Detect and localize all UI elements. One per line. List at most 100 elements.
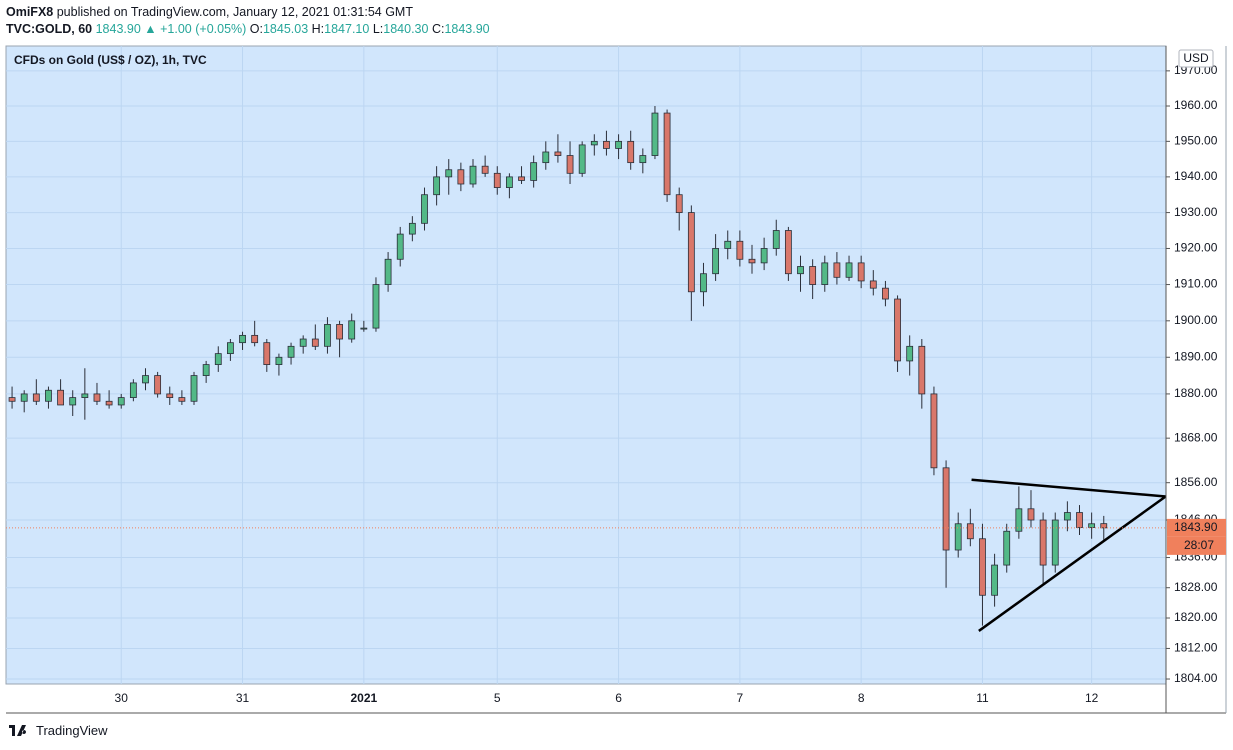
publish-line: OmiFX8 published on TradingView.com, Jan…	[6, 4, 490, 21]
candle-body	[396, 233, 404, 260]
candle-body	[142, 375, 149, 384]
candle-body	[857, 262, 865, 282]
candle-body	[821, 262, 829, 285]
currency-box	[1178, 49, 1214, 68]
candle-body	[700, 273, 707, 293]
candle-body	[1100, 523, 1108, 529]
candle-body	[736, 240, 744, 260]
candle-body	[469, 165, 477, 185]
x-tick-label: 5	[494, 691, 501, 705]
y-tick-label: 1890.00	[1174, 349, 1218, 363]
ohlc-label: O:	[249, 22, 263, 36]
candle-body	[348, 320, 356, 340]
candle-body	[178, 397, 186, 402]
axis: 1970.001960.001950.001940.001930.001920.…	[115, 63, 1218, 705]
candle-body	[979, 538, 986, 596]
candle-body	[566, 155, 574, 174]
candle-body	[578, 144, 586, 174]
candle-body	[20, 393, 28, 402]
x-tick-label: 7	[737, 691, 744, 705]
candle-body	[93, 393, 101, 402]
y-tick-label: 1910.00	[1174, 277, 1218, 291]
candle-body	[809, 266, 817, 285]
candle-body	[869, 280, 877, 289]
logo-icon	[9, 725, 27, 736]
candle-body	[202, 364, 210, 376]
candle-body	[833, 262, 841, 278]
plot-area	[5, 45, 1167, 685]
candle-body	[930, 393, 938, 469]
candle-body	[360, 327, 368, 330]
candle-body	[287, 345, 295, 358]
candle-body	[45, 389, 52, 402]
change: ▲ +1.00 (+0.05%)	[144, 22, 247, 36]
candle-body	[797, 266, 804, 275]
candle-body	[433, 176, 441, 196]
candle-body	[687, 212, 695, 293]
candle-body	[1015, 508, 1023, 532]
candle-body	[1003, 530, 1011, 566]
candle-body	[760, 248, 768, 264]
candle-body	[845, 262, 853, 278]
y-tick-label: 1868.00	[1174, 430, 1218, 444]
x-tick-label: 11	[976, 691, 989, 705]
countdown-label: 28:07	[1184, 538, 1214, 552]
x-tick-label: 12	[1085, 691, 1099, 705]
candle-body	[1051, 519, 1059, 566]
x-tick-label: 6	[615, 691, 622, 705]
candle-body	[8, 397, 16, 402]
candle-body	[1088, 523, 1096, 528]
candle-body	[724, 240, 732, 249]
candle-body	[324, 324, 331, 347]
candle-body	[239, 334, 246, 344]
trendline	[971, 478, 1166, 498]
candle-body	[748, 258, 756, 264]
candle-body	[1063, 512, 1071, 521]
candle-body	[784, 230, 792, 275]
candle-body	[639, 155, 647, 164]
candle-body	[493, 172, 501, 188]
candle-body	[627, 140, 635, 164]
last-price-box	[1167, 518, 1226, 537]
candle-body	[275, 356, 283, 365]
candle-body	[554, 151, 562, 156]
candle-body	[675, 194, 683, 213]
candle-body	[81, 393, 89, 399]
y-tick-label: 1880.00	[1174, 386, 1218, 400]
candle-body	[69, 397, 77, 406]
x-tick-label: 2021	[350, 691, 377, 705]
candle-body	[712, 248, 720, 275]
last-price-label: 1843.90	[1174, 520, 1218, 534]
y-tick-label: 1950.00	[1174, 134, 1218, 148]
candle-body	[154, 375, 162, 395]
candle-body	[457, 169, 465, 185]
x-tick-label: 30	[115, 691, 129, 705]
logo-shape	[9, 725, 27, 736]
y-tick-label: 1940.00	[1174, 169, 1218, 183]
publish-info: published on TradingView.com, January 12…	[56, 5, 413, 19]
ohlc-value: 1843.90	[444, 22, 490, 36]
candle-body	[651, 112, 659, 156]
currency-label: USD	[1183, 51, 1209, 65]
candle-body	[663, 112, 671, 196]
countdown-box	[1167, 536, 1226, 555]
y-tick-label: 1856.00	[1174, 475, 1218, 489]
overlays: 1843.90 28:07 USD	[1167, 49, 1226, 555]
quote-line: TVC:GOLD, 60 1843.90 ▲ +1.00 (+0.05%) O:…	[6, 21, 490, 38]
y-tick-label: 1828.00	[1174, 580, 1218, 594]
candle-body	[991, 564, 998, 596]
y-tick-label: 1960.00	[1174, 98, 1218, 112]
candle-body	[954, 523, 962, 551]
footer: TradingView	[8, 722, 108, 738]
header: OmiFX8 published on TradingView.com, Jan…	[6, 4, 490, 38]
candle-body	[882, 287, 889, 300]
candle-body	[445, 169, 453, 178]
candle-body	[942, 467, 950, 551]
y-tick-label: 1920.00	[1174, 241, 1218, 255]
candle-body	[966, 523, 974, 540]
candle-body	[530, 162, 538, 181]
candle-body	[372, 284, 380, 329]
x-tick-label: 8	[858, 691, 865, 705]
